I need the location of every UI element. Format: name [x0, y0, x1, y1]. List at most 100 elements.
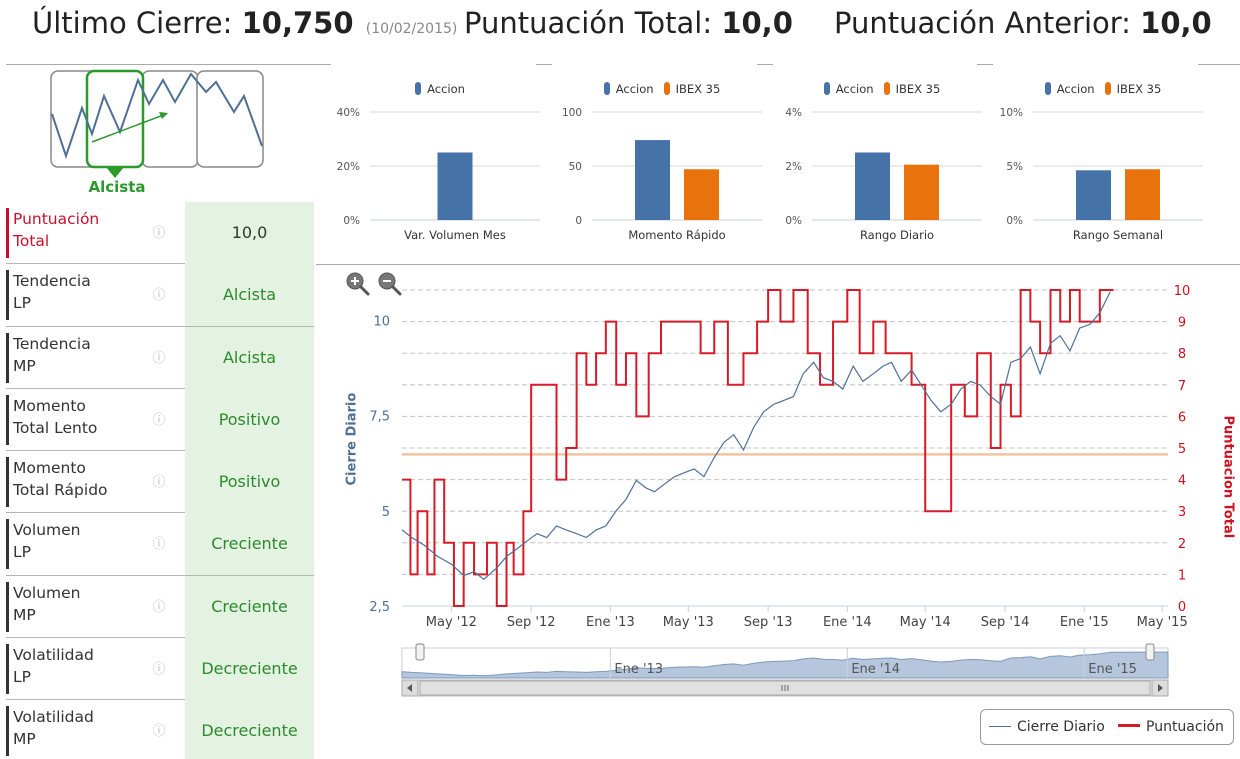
info-icon[interactable]: ⓘ [152, 662, 166, 678]
info-icon[interactable]: ⓘ [152, 537, 166, 553]
bar-accion[interactable] [437, 152, 473, 221]
x-tick-label: May '13 [663, 615, 714, 630]
last-close-value: 10,750 [241, 6, 354, 40]
info-icon[interactable]: ⓘ [152, 724, 166, 740]
mini-chart-rango-diario: Accion IBEX 35 0% 2% 4% Rango Diario [772, 78, 992, 250]
metric-name: Volatilidad LP [6, 644, 152, 695]
y-tick-label: 5% [1006, 161, 1023, 173]
last-close-label: Último Cierre: [32, 6, 233, 40]
metric-name: Momento Total Lento [6, 394, 152, 445]
legend-item[interactable]: Accion [603, 82, 654, 96]
legend-item[interactable]: Accion [1044, 82, 1095, 96]
metric-row: Tendencia LP ⓘ Alcista [6, 264, 314, 327]
x-tick-label: Sep '12 [507, 615, 556, 630]
info-icon[interactable]: ⓘ [152, 350, 166, 366]
legend-item[interactable]: Accion [415, 82, 465, 96]
divider [757, 64, 773, 65]
y-tick-label: 20% [337, 161, 360, 173]
metric-name: Tendencia MP [6, 332, 152, 383]
series-cierre-diario[interactable] [401, 291, 1111, 581]
y-tick-label: 10% [1000, 107, 1023, 119]
metric-row: Volatilidad LP ⓘ Decreciente [6, 638, 314, 701]
metric-row: Tendencia MP ⓘ Alcista [6, 326, 314, 389]
category-label: Momento Rápido [628, 228, 726, 242]
metric-value: Decreciente [185, 638, 314, 701]
mini-chart-rango-semanal: Accion IBEX 35 0% 5% 10% Rango Semanal [993, 78, 1213, 250]
trend-label: Alcista [88, 178, 146, 196]
navigator-label: Ene '13 [614, 662, 663, 677]
metric-name: Volumen LP [6, 519, 152, 570]
x-tick-label: May '12 [426, 615, 477, 630]
y-tick-label: 0 [575, 215, 582, 227]
mini-plot: 0% 5% 10% [1000, 107, 1203, 227]
bar-ibex[interactable] [904, 164, 939, 220]
metrics-table: Puntuación Total ⓘ 10,0 Tendencia LP ⓘ Alcista T… [6, 202, 314, 759]
x-tick-label: Ene '15 [1060, 615, 1109, 630]
previous-score: Puntuación Anterior: 10,0 [834, 6, 1212, 40]
metric-row: Volumen MP ⓘ Creciente [6, 575, 314, 639]
mini-plot: 0% 20% 40% [337, 107, 540, 227]
x-tick-label: Ene '13 [586, 615, 635, 630]
metric-value: Creciente [185, 513, 314, 576]
mini-plot: 0 50 100 [562, 107, 762, 227]
bar-accion[interactable] [635, 140, 670, 220]
legend-item[interactable]: Accion [823, 82, 874, 96]
metric-name: Tendencia LP [6, 270, 152, 321]
y-tick-label: 0% [1006, 215, 1023, 227]
mini-legend: Accion [330, 82, 550, 96]
x-tick-label: Ene '14 [823, 615, 872, 630]
zoom-in-icon[interactable] [344, 270, 370, 296]
metric-value: Positivo [185, 388, 314, 451]
y-tick-label: 100 [562, 107, 582, 119]
y-tick-label: 40% [337, 107, 360, 119]
mini-plot: 0% 2% 4% [785, 107, 982, 227]
metric-name: Puntuación Total [6, 208, 152, 258]
legend-item[interactable]: IBEX 35 [1104, 82, 1161, 96]
chevron-left-icon [407, 684, 412, 692]
metric-name: Volatilidad MP [6, 706, 152, 757]
navigator-label: Ene '14 [851, 662, 900, 677]
y2-tick-label: 1 [1178, 568, 1186, 583]
series-puntuacion[interactable] [402, 289, 1114, 607]
uptrend-chart-icon [50, 69, 264, 178]
y-tick-label: 0% [343, 215, 360, 227]
info-icon[interactable]: ⓘ [152, 599, 166, 615]
bar-ibex[interactable] [1125, 169, 1160, 220]
bar-accion[interactable] [1076, 170, 1111, 220]
zoom-out-icon[interactable] [376, 270, 402, 296]
total-score-label: Puntuación Total: [464, 6, 713, 40]
divider [316, 264, 1240, 265]
y2-tick-label: 10 [1174, 284, 1191, 299]
x-tick-label: May '14 [900, 615, 951, 630]
metric-row: Momento Total Rápido ⓘ Positivo [6, 451, 314, 514]
y2-tick-label: 2 [1178, 537, 1186, 552]
y-tick-label: 50 [569, 161, 582, 173]
x-tick-label: Sep '13 [744, 615, 793, 630]
legend-item[interactable]: IBEX 35 [883, 82, 940, 96]
total-score: Puntuación Total: 10,0 [464, 6, 793, 40]
info-icon[interactable]: ⓘ [152, 475, 166, 491]
legend-item-cierre[interactable]: Cierre Diario [989, 719, 1105, 735]
y2-tick-label: 3 [1178, 505, 1186, 520]
metric-row: Volatilidad MP ⓘ Decreciente [6, 700, 314, 759]
legend-item-puntuacion[interactable]: Puntuación [1118, 719, 1224, 735]
metric-row: Momento Total Lento ⓘ Positivo [6, 388, 314, 452]
info-icon[interactable]: ⓘ [152, 226, 166, 241]
bar-accion[interactable] [855, 152, 890, 221]
info-icon[interactable]: ⓘ [152, 288, 166, 304]
legend-item[interactable]: IBEX 35 [663, 82, 720, 96]
mini-legend: Accion IBEX 35 [772, 82, 992, 96]
y2-tick-label: 4 [1178, 474, 1186, 489]
navigator-area [401, 651, 1169, 679]
info-icon[interactable]: ⓘ [152, 412, 166, 428]
summary-header: Último Cierre: 10,750 (10/02/2015) Puntu… [0, 0, 1240, 52]
divider [6, 64, 331, 65]
metric-value: Alcista [185, 264, 314, 327]
category-label: Var. Volumen Mes [404, 228, 506, 242]
navigator-handle-right[interactable] [1145, 643, 1155, 661]
mini-legend: Accion IBEX 35 [993, 82, 1213, 96]
navigator-handle-left[interactable] [415, 643, 425, 661]
metric-name: Volumen MP [6, 581, 152, 632]
bar-ibex[interactable] [684, 169, 719, 220]
